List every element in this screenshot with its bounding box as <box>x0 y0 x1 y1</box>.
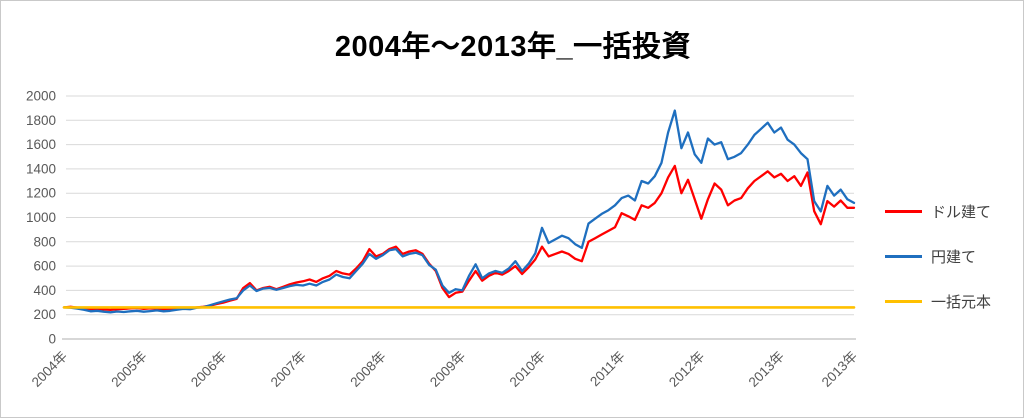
x-axis-tick-label: 2007年 <box>268 349 309 390</box>
x-axis-tick-label: 2009年 <box>427 349 468 390</box>
y-axis-tick-label: 2000 <box>26 89 56 104</box>
x-axis-tick-label: 2006年 <box>188 349 229 390</box>
x-axis-tick-label: 2005年 <box>108 349 149 390</box>
x-axis-tick-label: 2004年 <box>29 349 70 390</box>
y-axis-tick-label: 0 <box>48 332 56 347</box>
legend: ドル建て円建て一括元本 <box>885 201 1017 336</box>
y-axis-tick-label: 1400 <box>26 161 56 176</box>
y-axis-tick-label: 1200 <box>26 186 56 201</box>
legend-item-jpy: 円建て <box>885 246 1017 266</box>
x-axis-tick-label: 2010年 <box>507 349 548 390</box>
series-line-usd <box>62 164 856 311</box>
x-axis-tick-label: 2011年 <box>587 349 628 390</box>
x-axis-tick-label: 2008年 <box>347 349 388 390</box>
y-axis-tick-label: 200 <box>33 307 56 322</box>
jpy-line-swatch <box>885 254 922 258</box>
usd-line-swatch <box>885 209 922 213</box>
series-line-jpy <box>62 109 856 314</box>
y-axis-tick-label: 1800 <box>26 113 56 128</box>
x-axis-tick-label: 2013年 <box>819 349 860 390</box>
y-axis-tick-label: 600 <box>33 259 56 274</box>
chart-title: 2004年～2013年_一括投資 <box>334 31 692 63</box>
x-axis-tick-label: 2013年 <box>746 349 787 390</box>
legend-item-usd: ドル建て <box>885 201 1017 221</box>
y-axis-tick-label: 1600 <box>26 137 56 152</box>
legend-label: 一括元本 <box>931 293 992 311</box>
principal-line-swatch <box>885 299 922 303</box>
y-axis-tick-label: 400 <box>33 283 56 298</box>
legend-item-principal: 一括元本 <box>885 291 1017 311</box>
y-axis-tick-label: 1000 <box>26 210 56 225</box>
x-axis-tick-label: 2012年 <box>666 349 707 390</box>
legend-label: 円建て <box>931 248 977 266</box>
legend-label: ドル建て <box>931 203 992 221</box>
y-axis-tick-label: 800 <box>33 234 56 249</box>
